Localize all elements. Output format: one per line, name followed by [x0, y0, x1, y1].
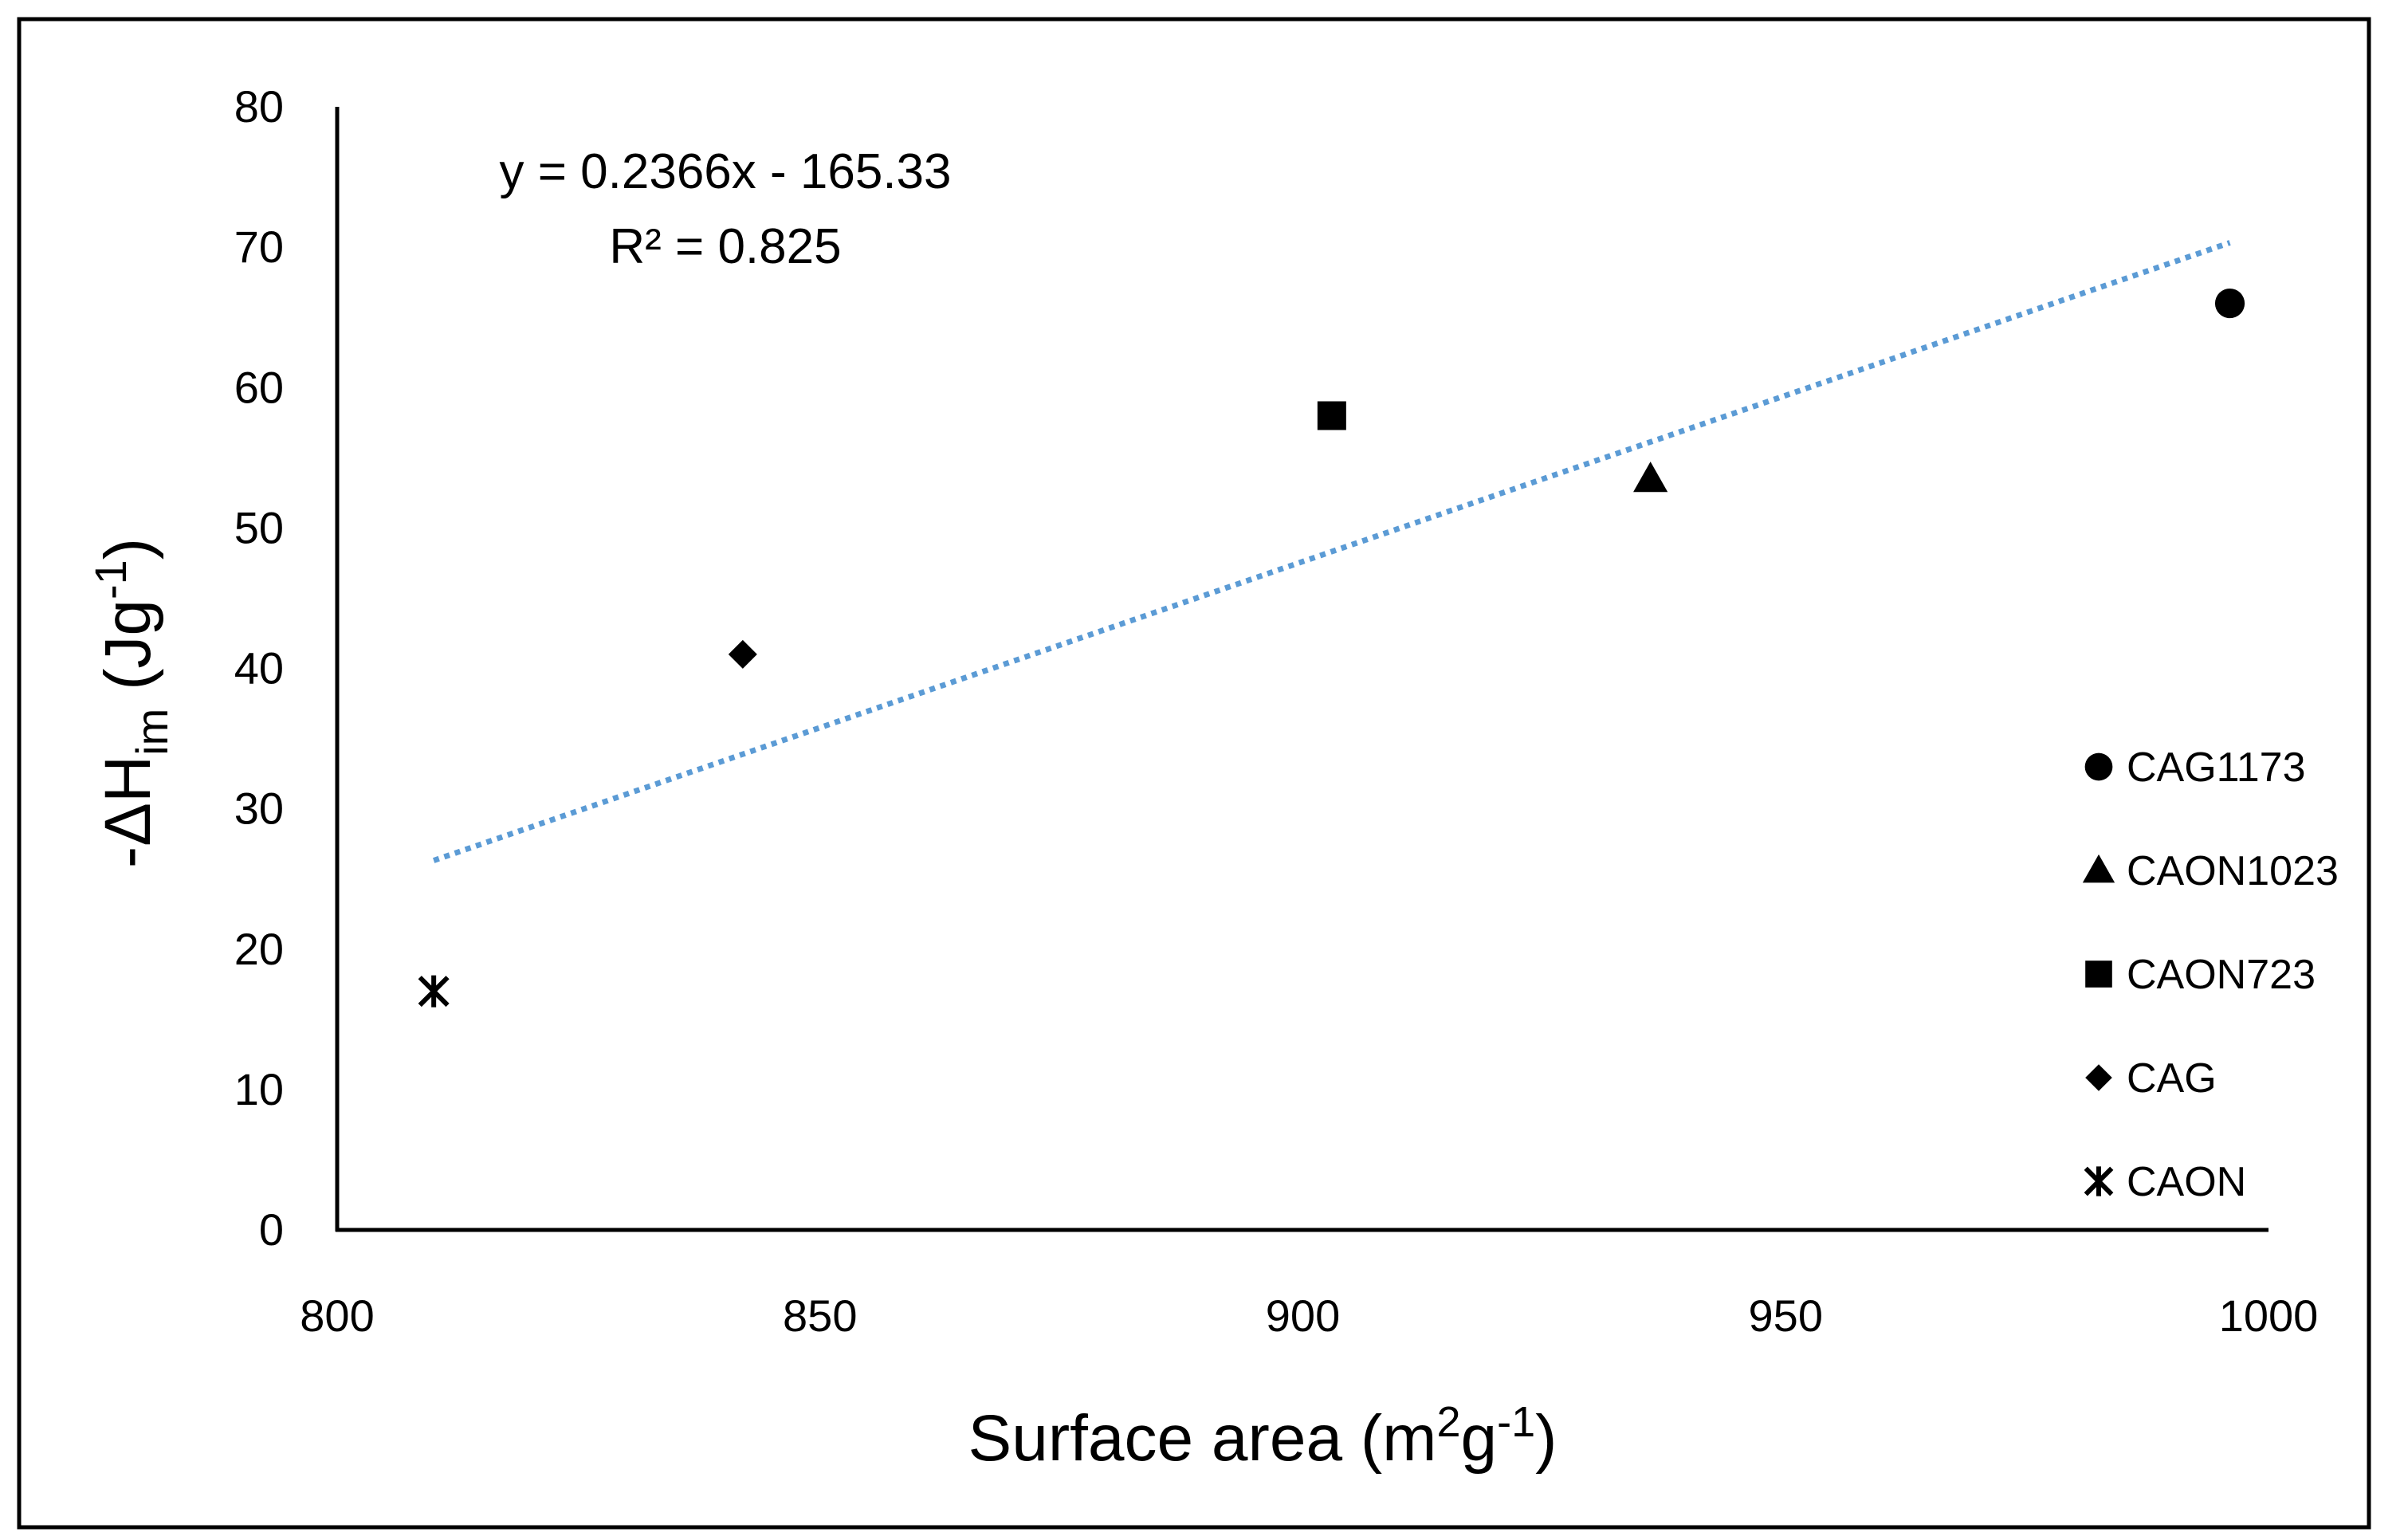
legend-marker-cag [2085, 1064, 2112, 1091]
y-tick-label: 40 [234, 643, 284, 693]
legend-label: CAG1173 [2127, 744, 2306, 791]
y-tick-label: 20 [234, 924, 284, 974]
x-tick-label: 800 [300, 1291, 374, 1341]
y-tick-label: 10 [234, 1064, 284, 1114]
trendline-r-squared: R² = 0.825 [609, 219, 841, 274]
x-tick-label: 900 [1266, 1291, 1340, 1341]
y-tick-label: 0 [259, 1204, 284, 1255]
y-tick-label: 80 [234, 81, 284, 132]
data-point-caon1023 [1633, 462, 1668, 493]
y-tick-label: 50 [234, 502, 284, 552]
y-tick-label: 70 [234, 222, 284, 272]
data-point-caon723 [1317, 401, 1346, 430]
y-tick-label: 60 [234, 362, 284, 412]
y-tick-labels: 0 10 20 30 40 50 60 70 80 [234, 81, 284, 1255]
legend-label: CAG [2127, 1055, 2217, 1102]
legend-marker-caon1023 [2082, 854, 2115, 883]
y-axis-title: -ΔHim (Jg-1) [85, 538, 177, 868]
legend-marker-caon [2084, 1166, 2114, 1196]
y-tick-label: 30 [234, 784, 284, 834]
legend-label: CAON1023 [2127, 848, 2339, 894]
axes [335, 107, 2268, 1232]
trendline [433, 240, 2231, 863]
data-point-cag [728, 639, 757, 669]
x-tick-labels: 800 850 900 950 1000 [300, 1291, 2318, 1341]
legend: CAG1173 CAON1023 CAON723 CAG CAON [2082, 744, 2339, 1205]
x-tick-label: 850 [783, 1291, 857, 1341]
chart-border [17, 17, 2371, 1530]
legend-marker-caon723 [2085, 961, 2112, 988]
data-point-caon [418, 975, 450, 1008]
legend-label: CAON [2127, 1159, 2246, 1205]
data-point-cag1173 [2214, 288, 2245, 319]
legend-marker-cag1173 [2084, 752, 2113, 781]
x-axis-title: Surface area (m2g-1) [968, 1398, 1557, 1475]
legend-label: CAON723 [2127, 952, 2316, 998]
trendline-equation: y = 0.2366x - 165.33 [499, 144, 951, 199]
x-tick-label: 950 [1749, 1291, 1823, 1341]
data-points [418, 288, 2245, 1008]
x-tick-label: 1000 [2219, 1291, 2319, 1341]
